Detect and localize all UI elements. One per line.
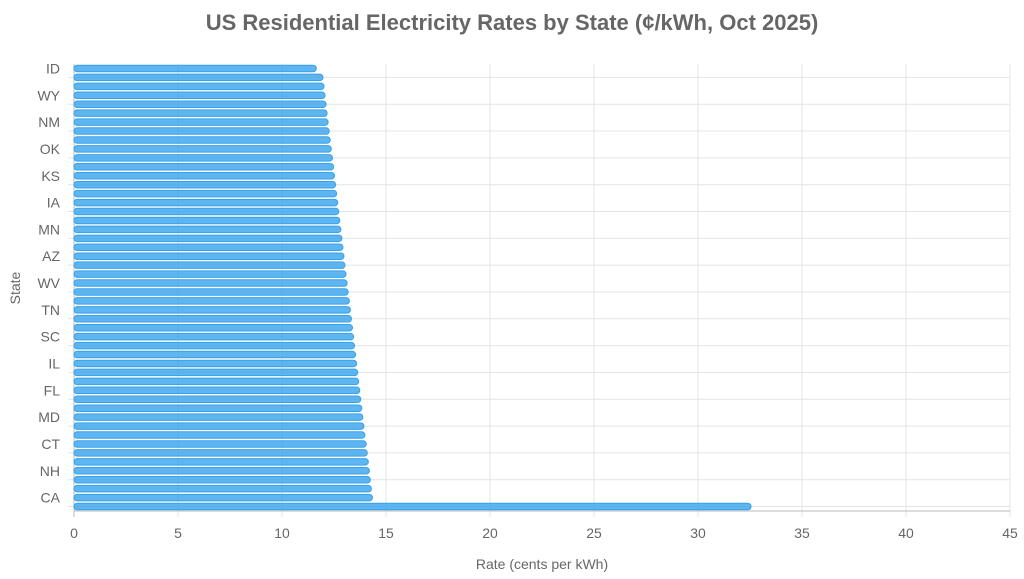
y-tick-label: MN <box>38 221 60 237</box>
bar <box>73 189 338 198</box>
y-tick-label: OK <box>40 141 61 157</box>
bar <box>73 332 355 341</box>
y-tick-label: ID <box>46 60 60 76</box>
x-tick-label: 45 <box>1002 525 1018 541</box>
bar <box>73 502 752 511</box>
bar <box>73 270 347 278</box>
bar <box>73 359 358 368</box>
y-tick-label: MD <box>38 409 60 425</box>
y-tick-label: AZ <box>42 248 60 264</box>
y-tick-label: CA <box>41 490 61 506</box>
bar <box>73 350 357 359</box>
bar <box>73 484 372 493</box>
bar <box>73 234 343 243</box>
bar <box>73 288 349 296</box>
y-tick-labels: ID WY NM OK KS IA MN AZ WV TN SC IL FL MD CT NH CA <box>37 60 60 505</box>
x-tick-label: 20 <box>482 525 498 541</box>
bars <box>73 64 752 511</box>
bar <box>73 279 348 287</box>
bar <box>73 82 325 91</box>
x-tick-label: 10 <box>274 525 290 541</box>
bar <box>73 127 330 135</box>
y-tick-label: NM <box>38 114 60 130</box>
bar <box>73 395 362 403</box>
x-tick-label: 25 <box>586 525 602 541</box>
bar <box>73 91 326 100</box>
y-tick-label: CT <box>41 436 60 452</box>
y-tick-label: WV <box>37 275 60 291</box>
bar <box>73 243 344 252</box>
y-tick-label: TN <box>41 302 60 318</box>
y-tick-label: FL <box>44 382 61 398</box>
y-tick-label: NH <box>40 463 60 479</box>
x-tick-label: 15 <box>378 525 394 541</box>
bar <box>73 225 342 234</box>
bar <box>73 422 365 430</box>
bar <box>73 377 360 386</box>
bar <box>73 368 359 377</box>
bar <box>73 207 340 216</box>
bar <box>73 341 356 350</box>
bar <box>73 163 335 171</box>
x-tick-label: 5 <box>174 525 182 541</box>
y-tick-label: SC <box>41 329 60 345</box>
bar <box>73 493 373 502</box>
bar <box>73 475 371 484</box>
x-tick-label: 0 <box>70 525 78 541</box>
y-axis-label: State <box>7 271 23 304</box>
y-tick-label: IA <box>47 195 61 211</box>
y-tick-label: KS <box>41 168 60 184</box>
y-tick-label: IL <box>48 355 60 371</box>
bar <box>73 172 336 180</box>
bar <box>73 216 341 225</box>
bar <box>73 73 324 82</box>
bar <box>73 413 364 421</box>
bar <box>73 145 332 153</box>
x-tick-label: 30 <box>690 525 706 541</box>
bar <box>73 118 329 126</box>
bar <box>73 261 346 269</box>
bar <box>73 154 334 162</box>
bar <box>73 315 352 323</box>
bar <box>73 100 327 108</box>
bar <box>73 458 369 466</box>
bar <box>73 109 328 117</box>
bar <box>73 431 366 439</box>
bar <box>73 440 367 448</box>
bar <box>73 467 370 475</box>
x-tick-labels: 0 5 10 15 20 25 30 35 40 45 <box>70 525 1018 541</box>
bar <box>73 64 317 73</box>
bar <box>73 198 339 207</box>
chart-title: US Residential Electricity Rates by Stat… <box>206 10 819 35</box>
bar <box>73 323 354 332</box>
bar <box>73 386 361 395</box>
bar <box>73 404 363 412</box>
bar <box>73 252 345 260</box>
y-tick-label: WY <box>37 87 60 103</box>
bar <box>73 180 337 189</box>
x-tick-label: 40 <box>898 525 914 541</box>
bar <box>73 449 368 457</box>
bar <box>73 136 331 144</box>
bar <box>73 297 350 305</box>
x-tick-label: 35 <box>794 525 810 541</box>
bar <box>73 306 351 314</box>
x-axis-label: Rate (cents per kWh) <box>476 556 608 572</box>
